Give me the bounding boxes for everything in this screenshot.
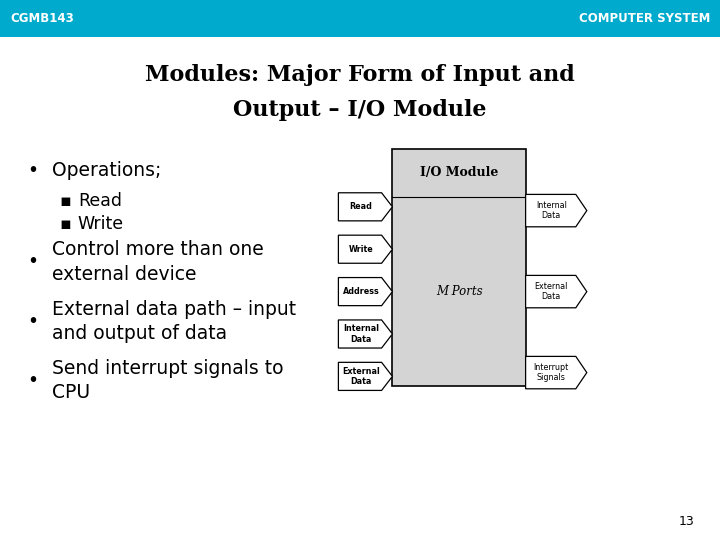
Text: •: • [27, 312, 38, 331]
Text: I/O Module: I/O Module [420, 166, 498, 179]
Text: Control more than one
external device: Control more than one external device [52, 240, 264, 284]
Polygon shape [526, 275, 587, 308]
Text: Internal
Data: Internal Data [343, 325, 379, 343]
Text: Write: Write [78, 215, 124, 233]
Text: Address: Address [343, 287, 379, 296]
Polygon shape [526, 194, 587, 227]
Polygon shape [338, 235, 392, 263]
Text: Read: Read [78, 192, 122, 210]
Text: Output – I/O Module: Output – I/O Module [233, 99, 487, 121]
Text: •: • [27, 252, 38, 272]
Polygon shape [338, 320, 392, 348]
Text: Internal
Data: Internal Data [536, 201, 567, 220]
Text: ▪: ▪ [59, 192, 71, 210]
Text: Read: Read [350, 202, 372, 211]
Polygon shape [338, 193, 392, 221]
Polygon shape [526, 356, 587, 389]
Text: M Ports: M Ports [436, 285, 482, 298]
Polygon shape [338, 362, 392, 390]
Text: CGMB143: CGMB143 [10, 12, 74, 25]
Text: Modules: Major Form of Input and: Modules: Major Form of Input and [145, 64, 575, 85]
Text: External
Data: External Data [342, 367, 380, 386]
Text: Send interrupt signals to
CPU: Send interrupt signals to CPU [52, 359, 284, 402]
Text: 13: 13 [679, 515, 695, 528]
Text: •: • [27, 371, 38, 390]
Text: COMPUTER SYSTEM: COMPUTER SYSTEM [579, 12, 710, 25]
Bar [0, 0, 720, 37]
Text: Interrupt
Signals: Interrupt Signals [534, 363, 569, 382]
Bar [392, 148, 526, 386]
Text: Operations;: Operations; [52, 160, 161, 180]
Text: External data path – input
and output of data: External data path – input and output of… [52, 300, 296, 343]
Text: Write: Write [348, 245, 374, 254]
Text: External
Data: External Data [535, 282, 568, 301]
Text: ▪: ▪ [59, 215, 71, 233]
Polygon shape [338, 278, 392, 306]
Text: •: • [27, 160, 38, 180]
